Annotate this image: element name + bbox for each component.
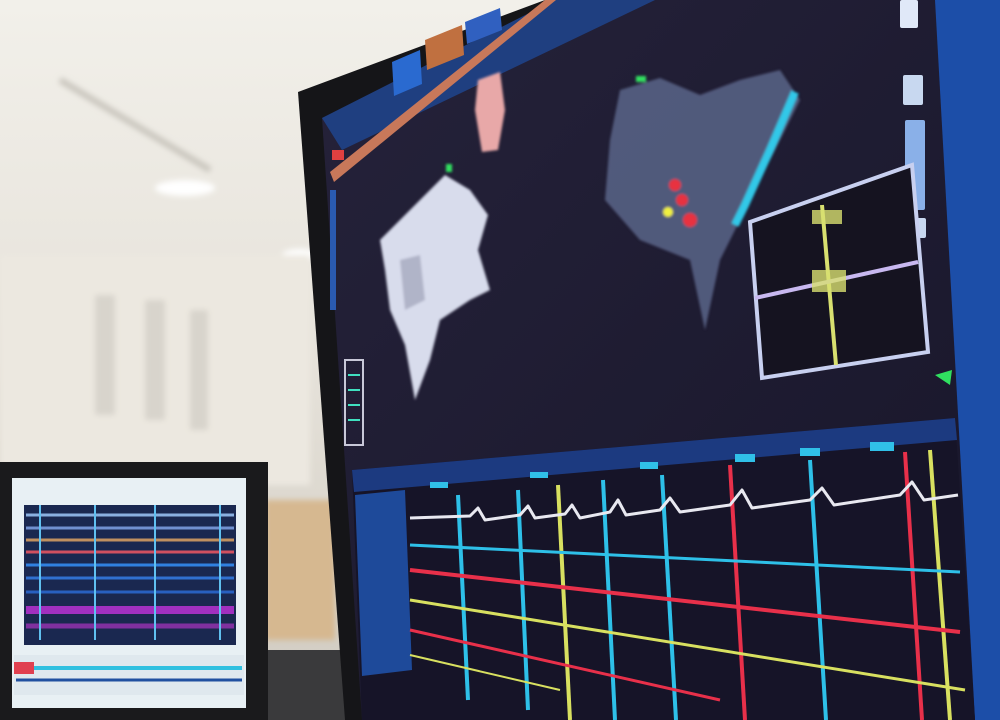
secondary-ecg-traces (26, 513, 234, 629)
toolbar-buttons (392, 8, 502, 96)
ecg-trace-surface (409, 480, 959, 522)
3d-heart-models (380, 70, 800, 400)
green-marker-icon (935, 370, 952, 385)
toolbar-button-view[interactable] (392, 50, 422, 96)
ecg-panel (352, 418, 975, 720)
ceiling-light (155, 180, 215, 196)
right-side-panel[interactable] (935, 0, 1000, 720)
record-indicator-icon (332, 150, 344, 160)
ecg-time-ticks (430, 442, 894, 488)
panel-button[interactable] (900, 0, 918, 28)
ecg-trace-red-2 (409, 628, 721, 702)
ecg-beat-markers (456, 449, 952, 720)
blurred-office (0, 77, 335, 640)
pink-structure-model (475, 72, 505, 152)
ecg-trace-yellow (409, 598, 966, 692)
ecg-trace-cyan (409, 543, 961, 574)
ecg-trace-red (409, 568, 961, 634)
panel-button[interactable] (903, 75, 923, 105)
secondary-monitor (0, 462, 268, 720)
ecg-traces (409, 480, 966, 702)
channel-list[interactable] (355, 490, 412, 676)
catheter-electrode (669, 179, 681, 191)
left-tool-strip (330, 190, 364, 446)
legend-box (344, 359, 364, 446)
chair (265, 500, 335, 640)
left-atrium-model (380, 175, 490, 400)
catheter-path (731, 90, 799, 227)
chamber-shell-model (605, 70, 800, 330)
ecg-timeline[interactable] (352, 418, 957, 492)
voltage-inset-plot (747, 162, 931, 381)
secondary-beat-markers (39, 505, 221, 640)
toolbar-button-model[interactable] (425, 25, 464, 70)
tool-strip[interactable] (330, 190, 336, 310)
marker (636, 76, 646, 82)
status-stripe (330, 0, 556, 182)
toolbar-button-map[interactable] (465, 8, 502, 44)
